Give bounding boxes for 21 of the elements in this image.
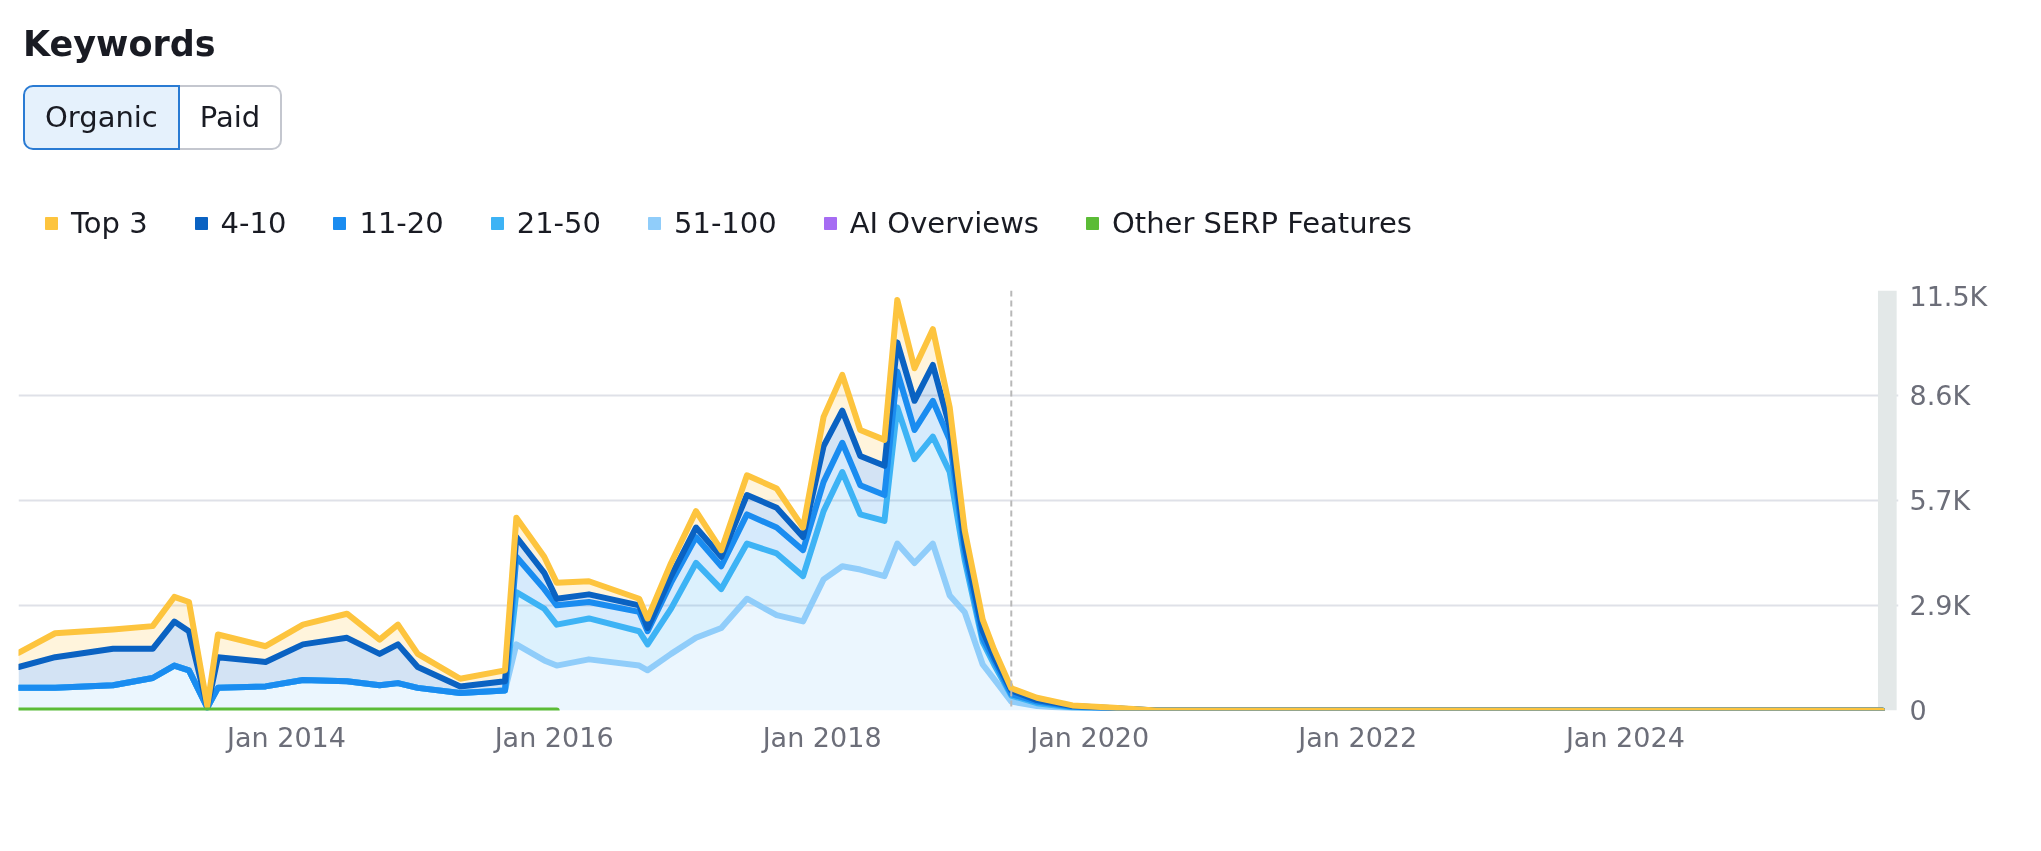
- legend-label: 11-20: [359, 206, 444, 240]
- y-tick-label: 0: [1909, 695, 1927, 726]
- text: Paid: [179, 85, 283, 151]
- legend-label: 21-50: [516, 206, 601, 240]
- x-tick-label: Jan 2014: [225, 721, 346, 753]
- x-tick-label: Jan 2022: [1296, 721, 1418, 753]
- x-tick-label: Jan 2020: [1028, 721, 1150, 753]
- y-tick-label: 2.9K: [1909, 590, 1972, 621]
- x-tick-label: Jan 2018: [760, 721, 882, 753]
- y-tick-label: 8.6K: [1909, 380, 1972, 411]
- legend-label: 51-100: [674, 206, 777, 240]
- legend-label: AI Overviews: [849, 206, 1039, 240]
- x-tick-label: Jan 2016: [492, 721, 614, 753]
- x-tick-label: Jan 2024: [1563, 721, 1685, 753]
- text: Organic: [23, 85, 180, 151]
- chart-title: Keywords: [23, 23, 216, 66]
- y-tick-label: 5.7K: [1909, 485, 1972, 516]
- legend-label: 4-10: [220, 206, 287, 240]
- legend-label: Top 3: [71, 206, 148, 240]
- y-tick-label: 11.5K: [1909, 280, 1989, 312]
- legend-label: Other SERP Features: [1111, 206, 1412, 240]
